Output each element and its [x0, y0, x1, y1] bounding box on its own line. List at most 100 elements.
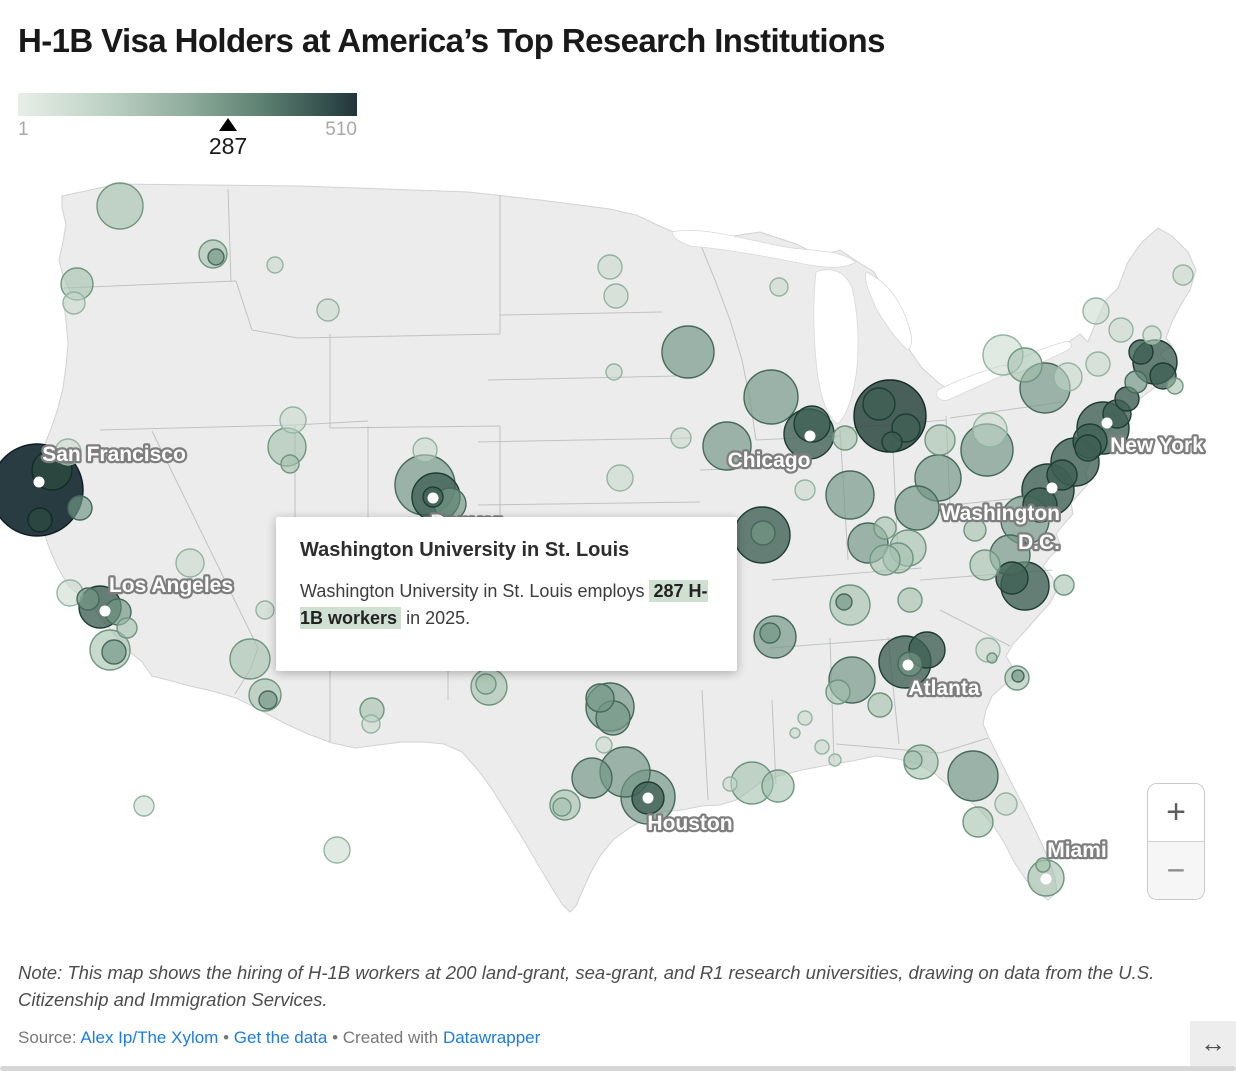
university-marker[interactable] [585, 683, 615, 713]
source-author-link[interactable]: Alex Ip/The Xylom [80, 1028, 219, 1047]
horizontal-resize-icon: ↔ [1200, 1028, 1226, 1058]
university-marker[interactable] [835, 593, 853, 611]
university-marker[interactable] [769, 277, 789, 297]
university-marker[interactable] [133, 795, 155, 817]
university-marker[interactable] [986, 652, 998, 664]
university-marker[interactable] [1166, 377, 1184, 395]
resize-handle[interactable]: ↔ [1190, 1021, 1236, 1066]
university-marker[interactable] [207, 248, 225, 266]
university-marker[interactable] [475, 673, 497, 695]
university-marker[interactable] [794, 479, 816, 501]
map-note: Note: This map shows the hiring of H-1B … [18, 962, 1155, 1010]
university-marker[interactable] [54, 438, 82, 466]
university-marker[interactable] [962, 806, 994, 838]
university-marker[interactable] [1108, 317, 1134, 343]
university-marker[interactable] [750, 520, 776, 546]
university-marker[interactable] [924, 424, 956, 456]
university-marker[interactable] [1082, 297, 1110, 325]
university-marker[interactable] [1053, 362, 1083, 392]
university-marker[interactable] [101, 639, 127, 665]
bottom-scrollbar[interactable] [0, 1066, 1236, 1071]
university-marker[interactable] [1128, 339, 1154, 365]
university-marker[interactable] [1007, 347, 1043, 383]
zoom-out-button[interactable]: − [1148, 841, 1204, 899]
university-marker[interactable] [279, 406, 307, 434]
university-marker[interactable] [258, 690, 278, 710]
university-marker[interactable] [661, 325, 715, 379]
university-marker[interactable] [571, 757, 613, 799]
university-marker[interactable] [1124, 370, 1148, 394]
separator-dot: • [223, 1028, 230, 1047]
university-marker[interactable] [897, 587, 923, 613]
university-marker[interactable] [76, 587, 100, 611]
university-marker[interactable] [814, 739, 830, 755]
university-marker[interactable] [793, 405, 831, 443]
university-marker[interactable] [759, 622, 781, 644]
created-with-label: Created with [342, 1028, 439, 1047]
university-marker[interactable] [606, 464, 634, 492]
university-marker[interactable] [67, 495, 93, 521]
legend-min-label: 1 [18, 119, 29, 140]
city-dot [642, 792, 654, 804]
university-marker[interactable] [832, 425, 858, 451]
university-marker[interactable] [894, 485, 940, 531]
university-marker[interactable] [867, 692, 893, 718]
university-marker[interactable] [1046, 459, 1078, 491]
university-marker[interactable] [862, 387, 896, 421]
university-marker[interactable] [595, 736, 613, 754]
university-marker[interactable] [869, 544, 901, 576]
university-marker[interactable] [873, 516, 897, 540]
university-marker[interactable] [1053, 574, 1075, 596]
city-dots [33, 417, 1113, 885]
zoom-in-button[interactable]: + [1148, 784, 1204, 841]
university-marker[interactable] [175, 548, 205, 578]
city-dot [33, 476, 45, 488]
tooltip-title: Washington University in St. Louis [300, 539, 630, 561]
university-marker[interactable] [670, 427, 692, 449]
university-marker[interactable] [1142, 325, 1162, 345]
university-marker[interactable] [552, 797, 572, 817]
university-marker[interactable] [828, 753, 842, 767]
university-marker[interactable] [969, 549, 1001, 581]
university-marker[interactable] [116, 617, 138, 639]
university-marker[interactable] [1172, 264, 1194, 286]
university-marker[interactable] [881, 431, 903, 453]
university-marker[interactable] [903, 750, 923, 770]
university-marker[interactable] [963, 518, 987, 542]
university-marker[interactable] [825, 470, 875, 520]
university-marker[interactable] [825, 679, 851, 705]
university-marker[interactable] [323, 836, 351, 864]
university-marker[interactable] [743, 369, 799, 425]
get-the-data-link[interactable]: Get the data [233, 1028, 328, 1047]
university-marker[interactable] [597, 254, 623, 280]
university-marker[interactable] [280, 454, 300, 474]
university-marker[interactable] [947, 750, 999, 802]
university-marker[interactable] [972, 412, 1008, 448]
university-marker[interactable] [1022, 487, 1058, 523]
university-marker[interactable] [27, 507, 53, 533]
university-marker[interactable] [603, 283, 629, 309]
university-marker[interactable] [1074, 434, 1102, 462]
university-marker[interactable] [229, 638, 271, 680]
university-marker[interactable] [702, 421, 752, 471]
university-marker[interactable] [412, 437, 438, 463]
university-marker[interactable] [1085, 351, 1111, 377]
map-tooltip: Washington University in St. Louis Washi… [276, 517, 737, 671]
university-marker[interactable] [96, 182, 144, 230]
university-marker[interactable] [995, 561, 1029, 595]
university-marker[interactable] [797, 710, 813, 726]
university-marker[interactable] [722, 776, 738, 792]
datawrapper-link[interactable]: Datawrapper [442, 1028, 541, 1047]
university-marker[interactable] [1011, 669, 1025, 683]
university-marker[interactable] [605, 363, 623, 381]
university-marker[interactable] [266, 256, 284, 274]
university-marker[interactable] [361, 714, 381, 734]
university-marker[interactable] [255, 600, 275, 620]
university-marker[interactable] [316, 298, 340, 322]
university-marker[interactable] [62, 291, 86, 315]
university-marker[interactable] [1035, 857, 1051, 873]
university-marker[interactable] [789, 727, 801, 739]
university-marker[interactable] [761, 769, 795, 803]
university-marker[interactable] [994, 792, 1018, 816]
